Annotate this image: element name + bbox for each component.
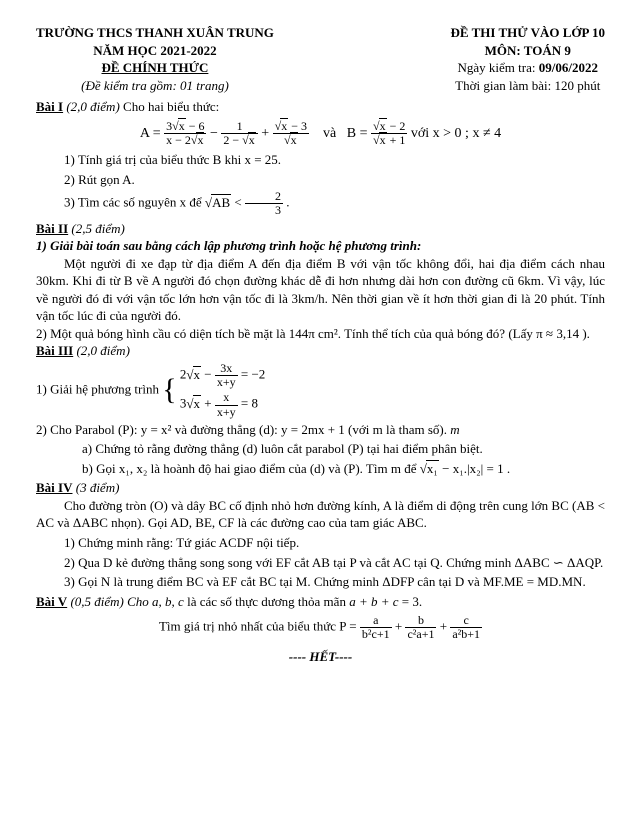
b3-q1: 1) Giải hệ phương trình { 2x − 3xx+y = −… <box>36 360 605 421</box>
b1-title: Bài I <box>36 99 63 114</box>
page-subtitle: (Đề kiểm tra gồm: 01 trang) <box>36 77 274 95</box>
b4-points: (3 điểm) <box>76 480 120 495</box>
official-label: ĐỀ CHÍNH THỨC <box>36 59 274 77</box>
b3-points: (2,0 điểm) <box>76 343 129 358</box>
b1-q3: 3) Tìm các số nguyên x để AB < 23 . <box>36 190 605 217</box>
bai-5: Bài V (0,5 điểm) Cho a, b, c là các số t… <box>36 593 605 611</box>
b5-title: Bài V <box>36 594 67 609</box>
b2-title: Bài II <box>36 221 68 236</box>
b3-q2: 2) Cho Parabol (P): y = x² và đường thẳn… <box>36 421 605 439</box>
b2-h1: 1) Giải bài toán sau bằng cách lập phươn… <box>36 237 605 255</box>
b3-q2a: a) Chứng tỏ rằng đường thẳng (d) luôn cắ… <box>36 440 605 458</box>
school-year: NĂM HỌC 2021-2022 <box>36 42 274 60</box>
b1-formula: A = 3x − 6x − 2x − 12 − x + x − 3x và B … <box>36 120 605 147</box>
header-right: ĐỀ THI THỬ VÀO LỚP 10 MÔN: TOÁN 9 Ngày k… <box>451 24 605 94</box>
exam-title: ĐỀ THI THỬ VÀO LỚP 10 <box>451 24 605 42</box>
b2-p2: 2) Một quả bóng hình cầu có diện tích bề… <box>36 325 605 343</box>
b5-task: Tìm giá trị nhỏ nhất của biểu thức P = a… <box>36 614 605 641</box>
exam-date: Ngày kiểm tra: 09/06/2022 <box>451 59 605 77</box>
b5-intro: là các số thực dương thỏa mãn a + b + c … <box>187 594 422 609</box>
b1-intro: Cho hai biểu thức: <box>123 99 219 114</box>
b2-p1: Một người đi xe đạp từ địa điểm A đến đị… <box>36 255 605 325</box>
b1-condition: với x > 0 ; x ≠ 4 <box>411 126 501 141</box>
b4-p1: Cho đường tròn (O) và dây BC cố định nhỏ… <box>36 497 605 532</box>
b4-q3: 3) Gọi N là trung điểm BC và EF cắt BC t… <box>36 573 605 591</box>
b3-title: Bài III <box>36 343 73 358</box>
b5-points: (0,5 điểm) <box>70 594 127 609</box>
b4-q1: 1) Chứng minh rằng: Tứ giác ACDF nội tiế… <box>36 534 605 552</box>
exam-header: TRƯỜNG THCS THANH XUÂN TRUNG NĂM HỌC 202… <box>36 24 605 94</box>
page-footer: ---- HẾT---- <box>36 648 605 666</box>
b1-q1: 1) Tính giá trị của biểu thức B khi x = … <box>36 151 605 169</box>
b1-q2: 2) Rút gọn A. <box>36 171 605 189</box>
b4-title: Bài IV <box>36 480 72 495</box>
header-left: TRƯỜNG THCS THANH XUÂN TRUNG NĂM HỌC 202… <box>36 24 274 94</box>
subject-line: MÔN: TOÁN 9 <box>451 42 605 60</box>
exam-duration: Thời gian làm bài: 120 phút <box>451 77 605 95</box>
bai-4: Bài IV (3 điểm) <box>36 479 605 497</box>
b4-q2: 2) Qua D kẻ đường thẳng song song với EF… <box>36 554 605 572</box>
b3-q2b: b) Gọi x₁, x₂ là hoành độ hai giao điểm … <box>36 460 605 478</box>
b1-points: (2,0 điểm) <box>66 99 123 114</box>
school-name: TRƯỜNG THCS THANH XUÂN TRUNG <box>36 24 274 42</box>
bai-3: Bài III (2,0 điểm) <box>36 342 605 360</box>
bai-1: Bài I (2,0 điểm) Cho hai biểu thức: <box>36 98 605 116</box>
bai-2: Bài II (2,5 điểm) <box>36 220 605 238</box>
b2-points: (2,5 điểm) <box>71 221 124 236</box>
